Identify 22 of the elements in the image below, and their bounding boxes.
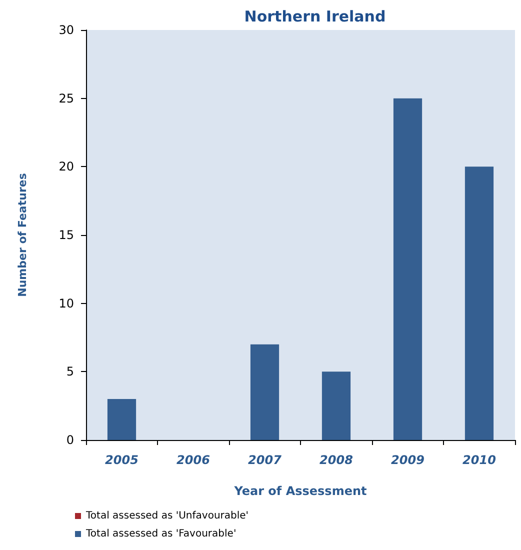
chart-title: Northern Ireland <box>244 8 386 26</box>
y-tick-label: 5 <box>66 364 74 379</box>
x-tick-label: 2009 <box>391 453 424 467</box>
x-tick-label: 2010 <box>462 453 496 467</box>
y-axis-title: Number of Features <box>16 172 29 297</box>
y-tick-label: 15 <box>58 228 74 242</box>
y-tick-label: 25 <box>58 91 74 106</box>
bar <box>107 399 136 440</box>
bar <box>464 166 494 440</box>
y-tick-label: 30 <box>58 23 74 37</box>
x-axis-title: Year of Assessment <box>233 484 367 498</box>
bar <box>322 372 351 440</box>
bar <box>250 344 280 440</box>
x-tick-label: 2006 <box>176 453 210 467</box>
legend-label: Total assessed as 'Favourable' <box>85 528 236 540</box>
x-tick-label: 2007 <box>248 453 282 467</box>
x-tick-label: 2008 <box>320 453 353 467</box>
legend-label: Total assessed as 'Unfavourable' <box>85 510 249 522</box>
x-tick-label: 2005 <box>105 453 138 467</box>
y-tick-label: 20 <box>58 160 74 174</box>
y-tick-label: 10 <box>58 296 74 310</box>
y-tick-label: 0 <box>66 433 74 447</box>
